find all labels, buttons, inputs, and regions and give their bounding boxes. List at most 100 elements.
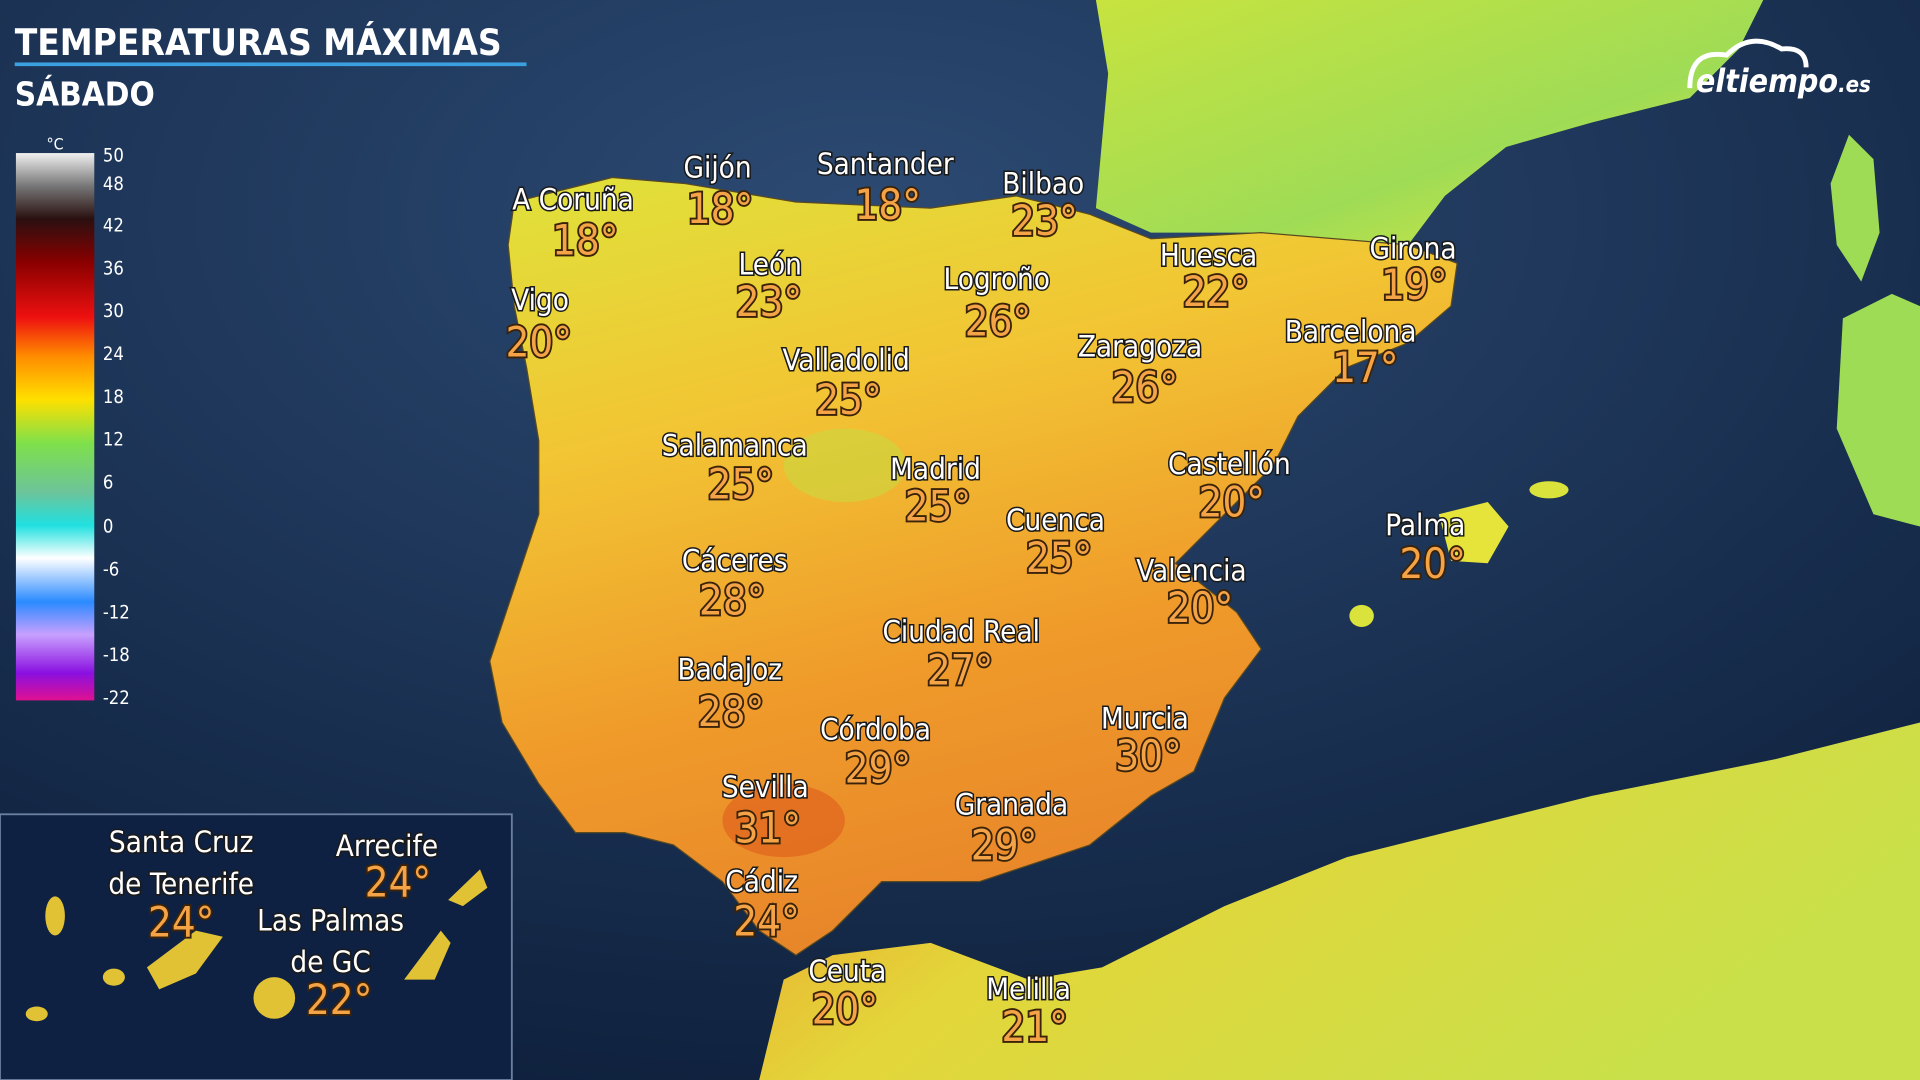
city-temp: 31° (735, 803, 801, 852)
city-temp: 19° (1381, 260, 1447, 309)
color-scale (15, 153, 95, 701)
legend-label: 48 (103, 174, 124, 195)
city-name: Sevilla (722, 770, 809, 804)
city-temp: 18° (552, 216, 618, 265)
city-name: A Coruña (512, 182, 634, 216)
corsica (1830, 134, 1880, 282)
city-name: León (739, 247, 802, 281)
city-temp: 23° (1011, 196, 1077, 245)
city-name: Bilbao (1002, 166, 1084, 200)
legend-label: 6 (103, 473, 114, 494)
city-temp: 18° (855, 180, 921, 229)
legend-label: 50 (103, 146, 124, 167)
city-temp: 24° (733, 897, 799, 946)
logo-name: eltiempo (1696, 62, 1838, 100)
city-temp: 28° (699, 576, 765, 625)
city-temp: 21° (1002, 1002, 1068, 1051)
city-name: Cádiz (725, 864, 798, 898)
city-name: Castellón (1168, 447, 1291, 481)
canary-inset (0, 813, 513, 1080)
legend-label: 24 (103, 344, 124, 365)
city-temp: 25° (1026, 533, 1092, 582)
city-temp: 20° (812, 985, 878, 1034)
city-temp: 22° (1183, 267, 1249, 316)
city-name: Las Palmas (257, 904, 404, 938)
title: TEMPERATURAS MÁXIMAS (15, 20, 502, 64)
el-hierro (25, 1006, 48, 1022)
city-name: Cáceres (682, 544, 788, 578)
city-name: Badajoz (677, 653, 782, 687)
city-name: Barcelona (1285, 315, 1417, 349)
city-name: Zaragoza (1078, 329, 1202, 363)
legend-label: -12 (103, 602, 130, 623)
legend-unit: °C (47, 134, 64, 153)
africa (759, 722, 1920, 1080)
city-temp: 20° (1167, 583, 1233, 632)
city-name: Ciudad Real (882, 615, 1040, 649)
logo: eltiempo.es (1696, 62, 1871, 100)
logo-cloud (1687, 38, 1809, 89)
subtitle: SÁBADO (15, 73, 155, 113)
city-name: Arrecife (336, 829, 438, 863)
tenerife (146, 930, 223, 990)
city-temp: 22° (306, 975, 372, 1024)
city-name: de Tenerife (108, 867, 254, 901)
city-name: Valencia (1136, 553, 1246, 587)
legend-label: 30 (103, 301, 124, 322)
city-temp: 20° (1199, 478, 1265, 527)
title-underline (14, 62, 527, 67)
city-name: Gijón (684, 151, 752, 185)
city-name: Ceuta (808, 954, 886, 988)
city-name: Melilla (986, 972, 1071, 1006)
legend-label: 0 (103, 517, 114, 538)
logo-suffix: .es (1838, 73, 1871, 98)
menorca (1529, 481, 1569, 499)
city-temp: 27° (927, 645, 993, 694)
city-name: de GC (290, 945, 370, 979)
city-name: Salamanca (662, 429, 808, 463)
city-temp: 26° (965, 297, 1031, 346)
city-name: Valladolid (782, 343, 909, 377)
legend-label: 18 (103, 387, 124, 408)
city-name: Vigo (511, 283, 569, 317)
lanzarote (448, 869, 488, 907)
legend-label: -18 (103, 645, 130, 666)
city-name: Córdoba (820, 713, 931, 747)
city-temp: 18° (687, 184, 753, 233)
city-temp: 25° (815, 375, 881, 424)
city-name: Granada (955, 787, 1068, 821)
city-temp: 29° (971, 821, 1037, 870)
france (1095, 0, 1764, 245)
city-name: Santander (817, 147, 954, 181)
legend-label: -6 (103, 560, 119, 581)
city-temp: 30° (1115, 731, 1181, 780)
city-temp: 23° (736, 277, 802, 326)
city-temp: 26° (1112, 363, 1178, 412)
iberian-peninsula (489, 176, 1458, 956)
la-gomera (102, 968, 125, 986)
city-name: Madrid (890, 452, 981, 486)
ibiza (1349, 604, 1374, 627)
city-temp: 25° (708, 459, 774, 508)
sardinia (1836, 293, 1920, 527)
city-name: Santa Cruz (109, 825, 254, 859)
city-temp: 20° (506, 317, 572, 366)
legend-label: 12 (103, 430, 124, 451)
city-name: Palma (1385, 508, 1465, 542)
city-name: Huesca (1160, 239, 1257, 273)
fuerteventura (404, 930, 451, 980)
cool-zone (783, 428, 907, 503)
gran-canaria (253, 977, 296, 1019)
city-name: Logroño (944, 262, 1050, 296)
city-name: Murcia (1101, 702, 1189, 736)
legend-label: 42 (103, 215, 124, 236)
city-name: Cuenca (1006, 503, 1105, 537)
city-name: Girona (1369, 231, 1456, 265)
la-palma (45, 896, 65, 936)
mallorca (1438, 502, 1509, 564)
city-temp: 28° (698, 687, 764, 736)
legend-label: -22 (103, 688, 130, 709)
city-temp: 24° (365, 857, 431, 906)
